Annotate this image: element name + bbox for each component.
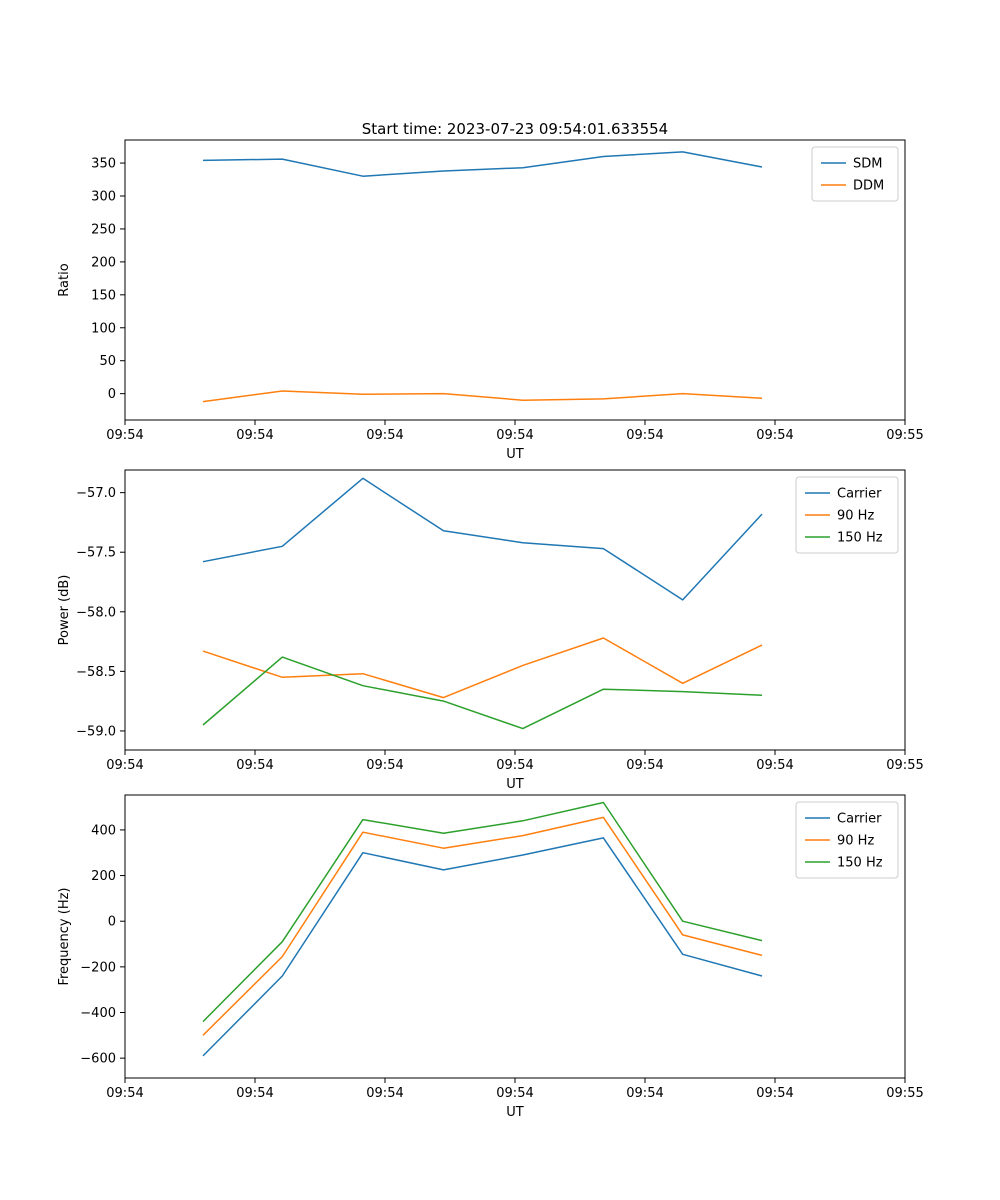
x-tick-label: 09:54	[496, 428, 533, 443]
y-tick-label: 400	[91, 823, 116, 838]
x-tick-label: 09:54	[106, 1086, 143, 1101]
series-line-90-hz	[202, 816, 763, 1036]
x-axis-title: UT	[506, 777, 524, 792]
legend-label-carrier: Carrier	[837, 487, 882, 502]
y-tick-label: 350	[91, 157, 116, 172]
x-tick-label: 09:54	[366, 758, 403, 773]
series-line-carrier	[202, 477, 763, 601]
x-axis-title: UT	[506, 447, 524, 462]
y-tick-label: −400	[80, 1006, 116, 1021]
figure-title: Start time: 2023-07-23 09:54:01.633554	[361, 120, 669, 138]
axes-frame	[124, 139, 906, 421]
x-tick-label: 09:54	[496, 1086, 533, 1101]
series-line-carrier	[202, 837, 763, 1057]
y-tick-label: 150	[91, 288, 116, 303]
x-tick-label: 09:54	[626, 1086, 663, 1101]
series-line-ddm	[202, 390, 763, 403]
x-tick-label: 09:54	[756, 428, 793, 443]
legend-label-90-hz: 90 Hz	[837, 834, 874, 849]
x-tick-label: 09:54	[236, 758, 273, 773]
x-tick-label: 09:54	[496, 758, 533, 773]
x-tick-label: 09:54	[756, 758, 793, 773]
series-line-150-hz	[202, 656, 763, 730]
legend-label-150-hz: 150 Hz	[837, 531, 883, 546]
y-tick-label: 200	[91, 255, 116, 270]
legend-label-carrier: Carrier	[837, 812, 882, 827]
y-tick-label: −600	[80, 1052, 116, 1067]
x-tick-label: 09:54	[366, 428, 403, 443]
x-tick-label: 09:55	[886, 1086, 923, 1101]
y-tick-label: 0	[108, 387, 116, 402]
y-tick-label: 0	[108, 915, 116, 930]
x-tick-label: 09:54	[106, 428, 143, 443]
x-tick-label: 09:55	[886, 758, 923, 773]
x-tick-label: 09:54	[106, 758, 143, 773]
y-tick-label: −200	[80, 960, 116, 975]
series-line-150-hz	[202, 801, 763, 1023]
y-tick-label: −57.0	[76, 486, 116, 501]
legend-label-90-hz: 90 Hz	[837, 509, 874, 524]
legend-label-150-hz: 150 Hz	[837, 856, 883, 871]
y-tick-label: 100	[91, 321, 116, 336]
x-tick-label: 09:54	[626, 758, 663, 773]
y-tick-label: 250	[91, 222, 116, 237]
x-axis-title: UT	[506, 1105, 524, 1120]
chart-power-db: 09:54 09:54 09:54 09:54 09:54 09:54 09:55 −59.0…	[57, 469, 924, 792]
chart-frequency-hz: 09:54 09:54 09:54 09:54 09:54 09:54 09:55 −600 −…	[57, 794, 924, 1120]
legend-box	[795, 801, 899, 879]
y-tick-label: −58.5	[76, 665, 116, 680]
series-line-sdm	[202, 151, 763, 177]
legend-label-ddm: DDM	[853, 179, 884, 194]
y-tick-label: −57.5	[76, 546, 116, 561]
y-axis-title: Frequency (Hz)	[57, 887, 72, 985]
x-tick-label: 09:55	[886, 428, 923, 443]
axes-frame	[124, 469, 906, 751]
x-tick-label: 09:54	[366, 1086, 403, 1101]
chart-ratio: 09:54 09:54 09:54 09:54 09:54 09:54 09:55 0 50 10…	[57, 139, 924, 462]
y-tick-label: −58.0	[76, 605, 116, 620]
y-axis-title: Ratio	[57, 263, 72, 296]
legend-box	[795, 476, 899, 554]
y-tick-label: 300	[91, 190, 116, 205]
y-tick-label: 200	[91, 869, 116, 884]
x-tick-label: 09:54	[236, 428, 273, 443]
x-tick-label: 09:54	[756, 1086, 793, 1101]
y-tick-label: −59.0	[76, 724, 116, 739]
legend-box	[811, 146, 899, 202]
y-tick-label: 50	[99, 354, 116, 369]
x-tick-label: 09:54	[626, 428, 663, 443]
series-line-90-hz	[202, 637, 763, 699]
x-tick-label: 09:54	[236, 1086, 273, 1101]
y-axis-title: Power (dB)	[57, 575, 72, 646]
legend-label-sdm: SDM	[853, 157, 882, 172]
